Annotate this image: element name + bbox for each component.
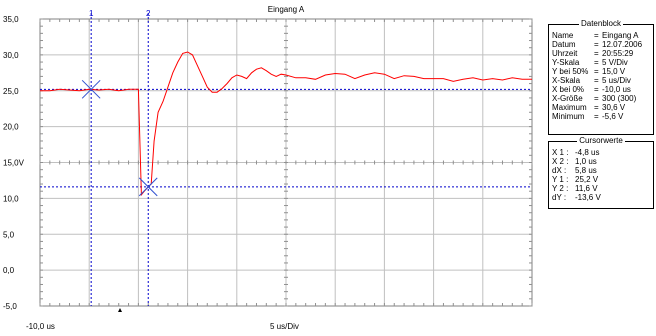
cw-value: 11,6 V bbox=[575, 184, 598, 193]
signal-trace bbox=[40, 51, 532, 197]
cw-value: 1,0 us bbox=[575, 157, 597, 166]
y-tick-label: 20,0 bbox=[3, 123, 19, 132]
y-tick-label: 0,0 bbox=[3, 266, 15, 275]
y-tick-label: 10,0 bbox=[3, 194, 19, 203]
y-tick-label: 15,0V bbox=[3, 159, 25, 168]
db-key: Uhrzeit bbox=[552, 49, 578, 58]
cw-value: 25,2 V bbox=[575, 175, 599, 184]
db-key: X bei 0% bbox=[552, 85, 585, 94]
cw-key: Y 1 : bbox=[552, 175, 569, 184]
datenblock-panel: Datenblock Name = Eingang A Datum = 12.07.20… bbox=[548, 19, 654, 135]
grid bbox=[39, 18, 533, 307]
cw-key: dX : bbox=[552, 166, 567, 175]
cursor-1-label: 1 bbox=[89, 9, 94, 18]
trigger-marker-icon bbox=[118, 308, 122, 312]
db-value: 5 us/Div bbox=[602, 76, 631, 85]
cw-key: dY : bbox=[552, 193, 567, 202]
db-key: Minimum bbox=[552, 112, 585, 121]
cw-value: -13,6 V bbox=[575, 193, 601, 202]
db-value: 20:55:29 bbox=[602, 49, 634, 58]
cursorwerte-panel: Cursorwerte X 1 : -4,8 us X 2 : 1,0 us dX … bbox=[548, 136, 654, 209]
cw-key: Y 2 : bbox=[552, 184, 569, 193]
db-value: 300 (300) bbox=[602, 94, 637, 103]
db-key: Y-Skala bbox=[552, 58, 580, 67]
db-key: Datum bbox=[552, 40, 576, 49]
db-key: X-Skala bbox=[552, 76, 581, 85]
x-start-label: -10,0 us bbox=[26, 322, 55, 331]
cw-key: X 2 : bbox=[552, 157, 569, 166]
cursor-1-marker-icon[interactable] bbox=[81, 79, 101, 99]
db-value: 12.07.2006 bbox=[602, 40, 643, 49]
y-tick-label: -5,0 bbox=[3, 302, 17, 311]
db-key: Y bei 50% bbox=[552, 67, 589, 76]
x-scale-label: 5 us/Div bbox=[270, 322, 299, 331]
y-tick-label: 35,0 bbox=[3, 15, 19, 24]
db-value: 5 V/Div bbox=[602, 58, 628, 67]
y-tick-label: 30,0 bbox=[3, 51, 19, 60]
db-key: Maximum bbox=[552, 103, 587, 112]
chart-title: Eingang A bbox=[268, 5, 305, 14]
db-value: Eingang A bbox=[602, 31, 639, 40]
y-tick-label: 25,0 bbox=[3, 87, 19, 96]
db-key: X-Größe bbox=[552, 94, 583, 103]
db-value: -5,6 V bbox=[602, 112, 624, 121]
db-value: 15,0 V bbox=[602, 67, 626, 76]
y-tick-label: 5,0 bbox=[3, 230, 15, 239]
db-key: Name bbox=[552, 31, 574, 40]
y-tick-labels: 35,0 30,0 25,0 20,0 15,0V 10,0 5,0 0,0 -5,0 bbox=[3, 15, 25, 311]
cw-key: X 1 : bbox=[552, 148, 569, 157]
cursorwerte-title: Cursorwerte bbox=[577, 136, 625, 145]
cw-value: -4,8 us bbox=[575, 148, 600, 157]
db-value: -10,0 us bbox=[602, 85, 631, 94]
datenblock-title: Datenblock bbox=[578, 19, 624, 28]
db-value: 30,6 V bbox=[602, 103, 626, 112]
cursor-2-marker-icon[interactable] bbox=[138, 177, 158, 197]
cursor-2-label: 2 bbox=[146, 9, 151, 18]
cw-value: 5,8 us bbox=[575, 166, 597, 175]
